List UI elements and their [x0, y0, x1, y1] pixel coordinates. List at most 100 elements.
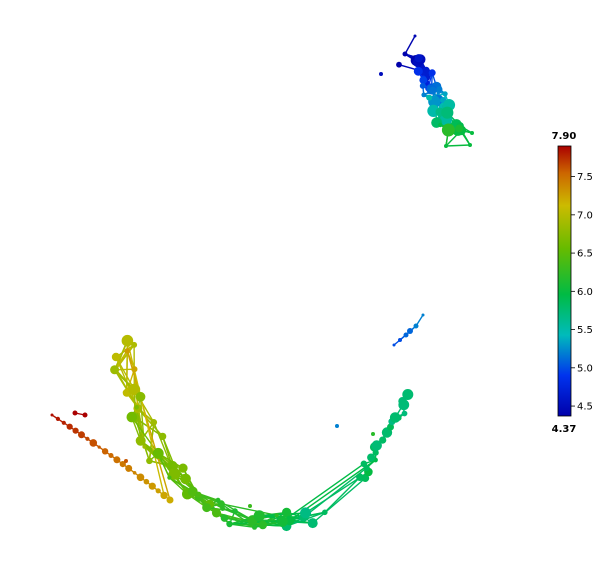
graph-edge	[126, 350, 171, 501]
colorbar: 7.90 4.5 5.0 5.5 6.0 6.5 7.0 7.5 4.37	[552, 131, 593, 435]
colorbar-gradient	[557, 145, 572, 417]
graph-node	[124, 459, 128, 463]
colorbar-max-label: 7.90	[552, 131, 577, 142]
graph-edge	[221, 503, 277, 516]
graph-node	[155, 488, 161, 494]
graph-node	[136, 473, 145, 482]
graph-node	[89, 439, 98, 447]
graph-node	[422, 66, 430, 74]
graph-node	[187, 486, 198, 497]
graph-node	[101, 448, 109, 455]
graph-node	[398, 397, 407, 406]
graph-node	[121, 334, 134, 347]
graph-node	[78, 431, 85, 439]
graph-node	[97, 445, 101, 449]
graph-node	[166, 496, 174, 504]
colorbar-tick-label: 6.0	[577, 287, 593, 298]
graph-node	[441, 106, 454, 119]
graph-node	[252, 524, 257, 530]
graph-node	[413, 34, 417, 38]
graph-node	[171, 463, 178, 470]
graph-node	[444, 144, 448, 148]
graph-node	[82, 412, 88, 418]
graph-node	[360, 460, 368, 468]
graph-edge	[281, 463, 365, 523]
colorbar-tick-label: 4.5	[577, 402, 593, 413]
graph-node	[158, 432, 167, 441]
graph-node	[195, 491, 202, 498]
graph-node	[421, 92, 427, 98]
colorbar-min-label: 4.37	[552, 424, 577, 435]
graph-edge	[222, 507, 253, 521]
colorbar-tick-label: 5.0	[577, 363, 593, 374]
graph-node	[135, 391, 146, 402]
graph-node	[274, 513, 279, 518]
graph-node	[361, 474, 370, 482]
graph-node	[367, 453, 376, 462]
graph-node	[124, 348, 130, 354]
graph-node	[419, 76, 428, 84]
graph-node	[131, 366, 138, 373]
graph-node	[438, 122, 443, 128]
graph-node	[470, 131, 474, 135]
graph-node	[248, 504, 252, 508]
graph-node	[113, 456, 121, 464]
graph-node	[379, 436, 387, 444]
graph-node	[146, 457, 153, 465]
graph-node	[178, 463, 188, 473]
graph-node	[402, 51, 408, 57]
graph-node	[72, 427, 79, 434]
colorbar-tick-label: 7.0	[577, 210, 593, 221]
graph-node	[128, 383, 141, 396]
graph-node	[132, 471, 137, 475]
graph-node	[387, 423, 394, 431]
graph-edge	[131, 416, 159, 454]
colorbar-ticks: 4.5 5.0 5.5 6.0 6.5 7.0 7.5	[571, 172, 593, 413]
graph-node	[180, 473, 191, 485]
graph-node	[55, 416, 61, 421]
graph-node	[379, 72, 383, 76]
graph-node	[436, 86, 443, 93]
graph-edge	[137, 407, 164, 437]
graph-node	[322, 509, 328, 516]
graph-node	[389, 412, 401, 423]
graph-node	[108, 453, 114, 458]
graph-node	[442, 91, 448, 97]
graph-node	[143, 478, 150, 485]
graph-node	[135, 435, 146, 446]
graph-node	[413, 323, 419, 329]
graph-node	[426, 94, 433, 101]
graph-node	[152, 447, 164, 459]
graph-edge	[135, 407, 142, 441]
graph-node	[335, 424, 339, 428]
graph-node	[232, 508, 238, 514]
graph-node	[217, 500, 225, 508]
graph-node	[414, 54, 423, 63]
colorbar-tick-label: 7.5	[577, 172, 593, 183]
graph-node	[281, 507, 292, 518]
graph-edges	[51, 35, 473, 528]
graph-node	[125, 464, 133, 472]
graph-nodes	[50, 34, 474, 532]
graph-node	[131, 341, 138, 348]
graph-node	[396, 61, 402, 68]
graph-node	[61, 420, 66, 425]
graph-node	[407, 328, 413, 334]
graph-node	[468, 143, 472, 147]
graph-node	[72, 410, 78, 416]
graph-edge	[303, 467, 368, 518]
graph-node	[226, 520, 233, 528]
graph-node	[413, 66, 423, 76]
graph-edge	[324, 476, 361, 513]
graph-node	[150, 419, 158, 426]
graph-node	[148, 482, 156, 490]
graph-node	[142, 444, 147, 449]
graph-node	[429, 86, 437, 95]
graph-node	[119, 461, 126, 468]
graph-node	[371, 440, 382, 451]
graph-node	[403, 332, 409, 338]
graph-node	[441, 123, 455, 137]
graph-node	[402, 389, 414, 400]
graph-edge	[404, 35, 416, 55]
